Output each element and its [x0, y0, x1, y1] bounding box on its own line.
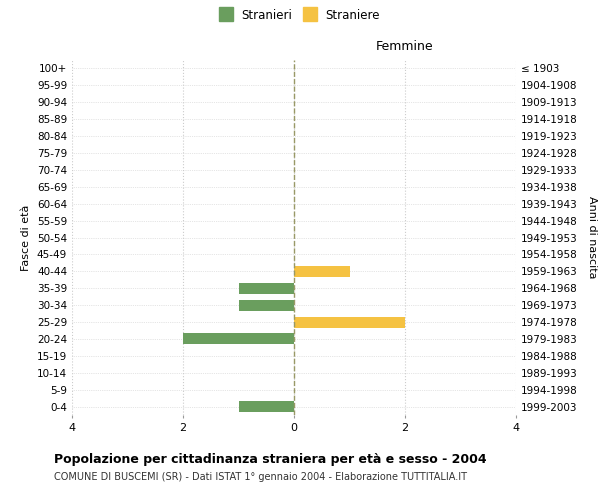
Bar [239, 300, 294, 310]
Legend: Stranieri, Straniere: Stranieri, Straniere [217, 6, 383, 26]
Bar [294, 266, 349, 277]
Text: COMUNE DI BUSCEMI (SR) - Dati ISTAT 1° gennaio 2004 - Elaborazione TUTTITALIA.IT: COMUNE DI BUSCEMI (SR) - Dati ISTAT 1° g… [54, 472, 467, 482]
Y-axis label: Anni di nascita: Anni di nascita [587, 196, 597, 279]
Text: Popolazione per cittadinanza straniera per età e sesso - 2004: Popolazione per cittadinanza straniera p… [54, 452, 487, 466]
Bar [239, 401, 294, 412]
Bar [183, 334, 294, 344]
Text: Femmine: Femmine [376, 40, 434, 53]
Bar [239, 282, 294, 294]
Y-axis label: Fasce di età: Fasce di età [22, 204, 31, 270]
Bar [294, 316, 405, 328]
